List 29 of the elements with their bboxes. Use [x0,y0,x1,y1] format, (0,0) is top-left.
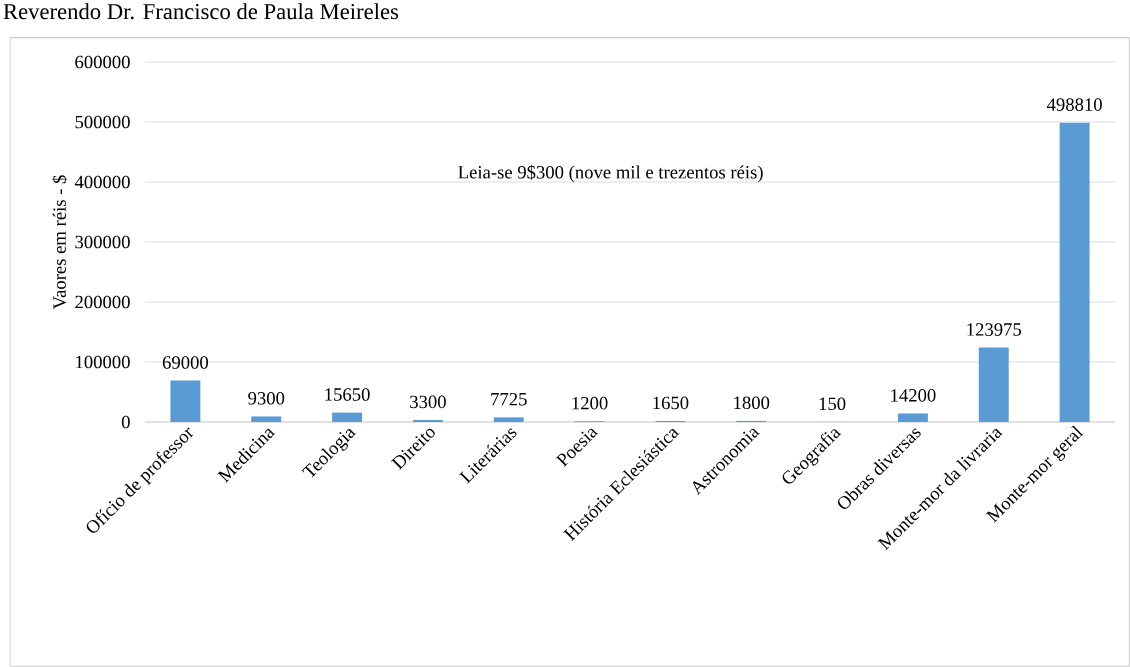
data-label: 15650 [325,388,370,401]
data-label: 123975 [967,323,1022,336]
data-label: 1800 [734,396,770,410]
y-tick-label: 0 [121,415,130,429]
data-label: 69000 [162,356,209,369]
chart-title: Reverendo Dr. Francisco de Paula Meireles [3,3,399,20]
data-label: 7725 [491,393,527,406]
y-tick-label: 100000 [76,355,130,369]
y-tick-label: 300000 [75,235,130,249]
y-axis-title: Vaores em réis - $ [52,175,68,310]
data-label: 1650 [653,396,689,410]
y-tick-label: 600000 [75,55,130,69]
data-label: 14200 [891,389,936,402]
data-label: 150 [819,397,846,411]
data-label: 9300 [248,391,285,405]
y-tick-label: 400000 [74,175,130,189]
y-tick-label: 500000 [75,115,130,129]
bar [978,347,1009,422]
data-label: 1200 [572,396,608,410]
bar [170,380,201,422]
bar [493,417,524,422]
data-label: 3300 [410,395,446,409]
annotation: Leia-se 9$300 (nove mil e trezentos réis) [458,164,763,183]
data-label: 498810 [1046,98,1102,111]
bar [1059,122,1090,422]
bar [332,412,363,422]
y-tick-label: 200000 [75,295,130,309]
bar [251,416,282,422]
bar [897,413,928,422]
